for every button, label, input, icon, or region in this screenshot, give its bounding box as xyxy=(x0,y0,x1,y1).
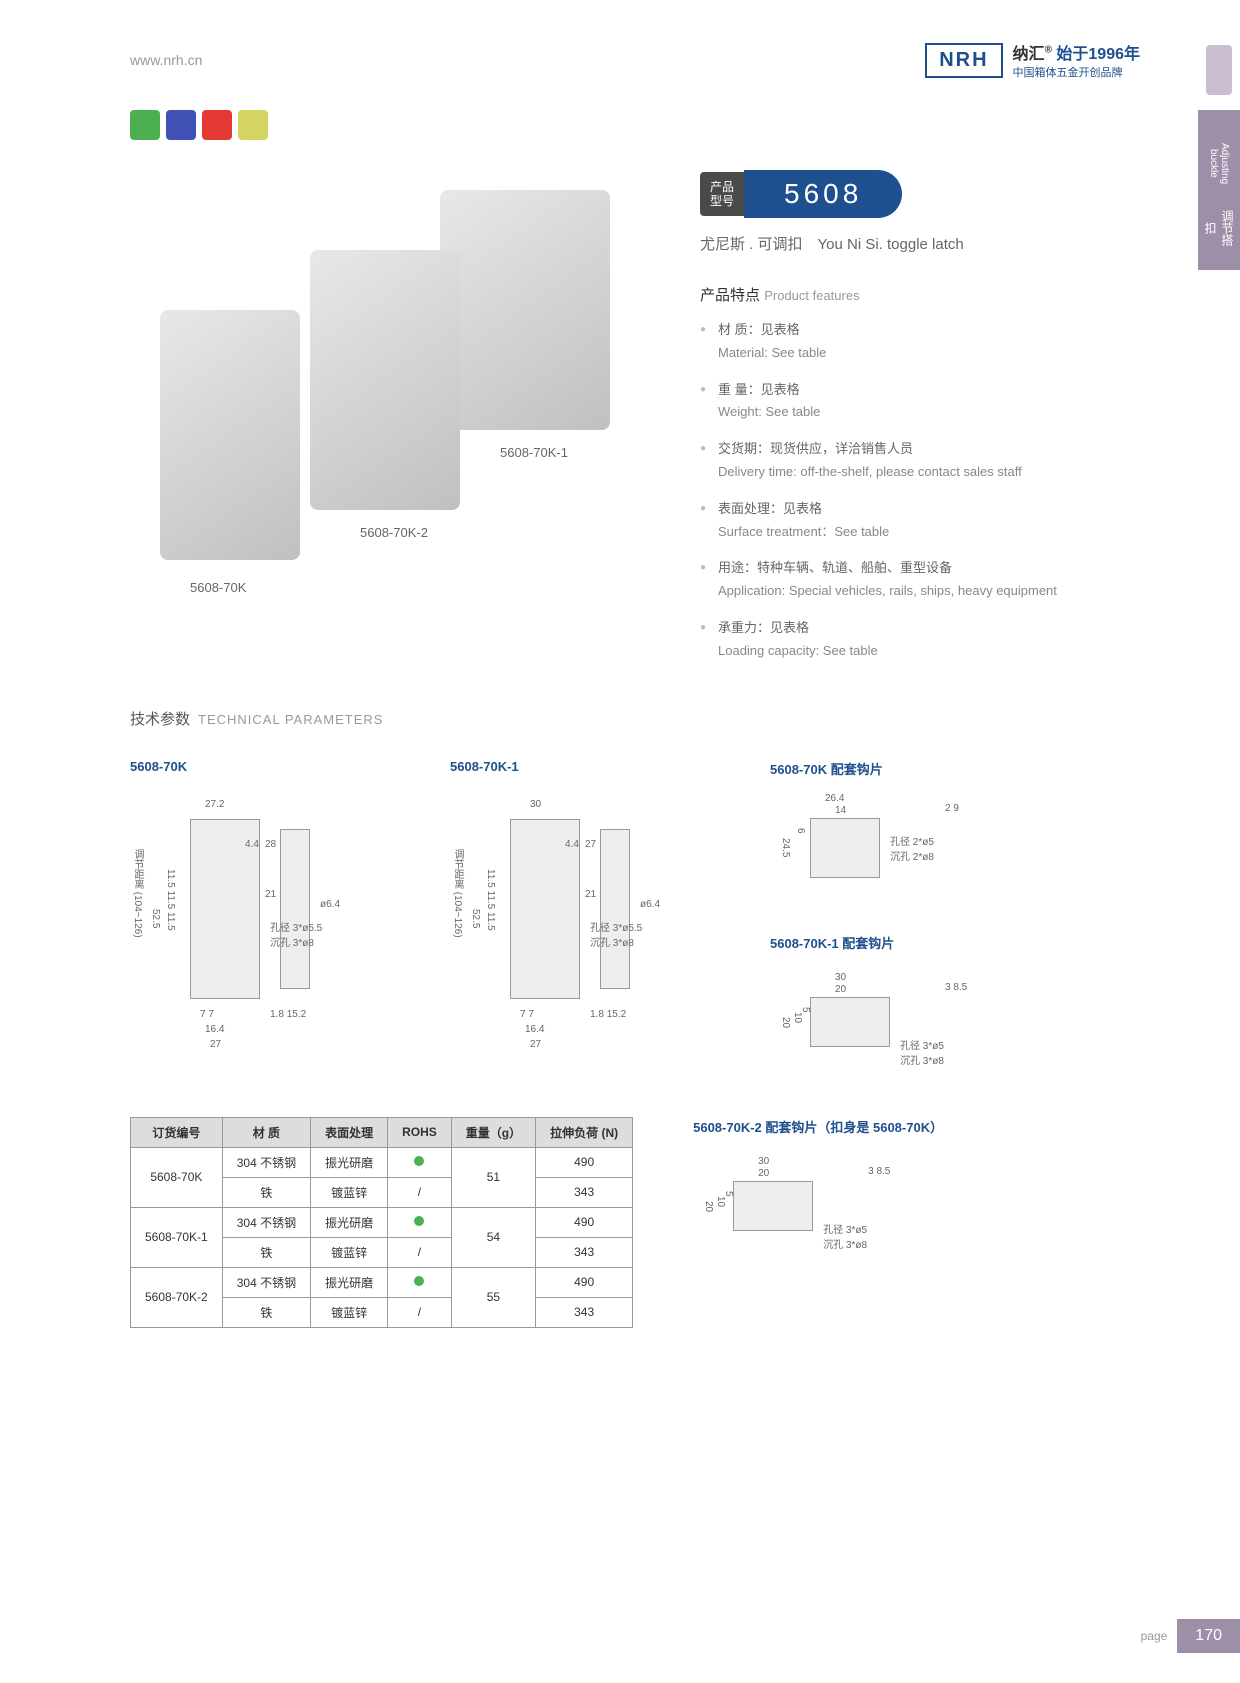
table-header: 表面处理 xyxy=(311,1117,388,1147)
page-number: 170 xyxy=(1177,1619,1240,1653)
table-header: 拉伸负荷 (N) xyxy=(536,1117,633,1147)
diagram: 5608-70K-2 配套钩片（扣身是 5608-70K） 30 20 20 1… xyxy=(693,1117,943,1328)
table-header: ROHS xyxy=(388,1117,452,1147)
badge-icon xyxy=(238,110,268,140)
feature-item: 重 量：见表格Weight: See table xyxy=(700,380,1140,424)
feature-item: 交货期：现货供应，详洽销售人员Delivery time: off-the-sh… xyxy=(700,439,1140,483)
diagram: 5608-70K-1 30 4.4 27 21 52.5 11.5 11.5 1… xyxy=(450,759,690,1087)
table-row: 5608-70K304 不锈钢振光研磨51490 xyxy=(131,1147,633,1177)
badge-icon xyxy=(202,110,232,140)
website-url: www.nrh.cn xyxy=(130,52,202,68)
features-list: 材 质：见表格Material: See table 重 量：见表格Weight:… xyxy=(700,320,1140,662)
category-tab: Adjusting buckle 调节搭扣 xyxy=(1198,110,1240,270)
model-number: 5608 xyxy=(744,170,902,218)
model-subtitle: 尤尼斯 . 可调扣 You Ni Si. toggle latch xyxy=(700,233,1140,254)
feature-item: 用途：特种车辆、轨道、船舶、重型设备Application: Special v… xyxy=(700,558,1140,602)
nrh-logo: NRH xyxy=(925,43,1002,78)
latch-icon xyxy=(1206,45,1232,95)
product-images: 5608-70K 5608-70K-2 5608-70K-1 xyxy=(130,170,660,678)
spec-table: 订货编号材 质表面处理ROHS重量（g）拉伸负荷 (N) 5608-70K304… xyxy=(130,1117,633,1328)
diagram: 5608-70K 配套钩片 26.4 14 24.5 6 孔径 2*ø5 沉孔 … xyxy=(770,759,990,913)
diagram: 5608-70K-1 配套钩片 30 20 20 10 5 孔径 3*ø5 沉孔… xyxy=(770,933,990,1087)
brand-name: 纳汇® 始于1996年 xyxy=(1013,40,1140,64)
table-header: 材 质 xyxy=(222,1117,310,1147)
page-label: page xyxy=(1141,1629,1168,1643)
feature-item: 材 质：见表格Material: See table xyxy=(700,320,1140,364)
badge-icon xyxy=(130,110,160,140)
table-row: 5608-70K-1304 不锈钢振光研磨54490 xyxy=(131,1207,633,1237)
tech-title: 技术参数TECHNICAL PARAMETERS xyxy=(130,708,1140,729)
table-row: 5608-70K-2304 不锈钢振光研磨55490 xyxy=(131,1267,633,1297)
features-title: 产品特点 Product features xyxy=(700,284,1140,305)
badge-icon xyxy=(166,110,196,140)
product-label: 5608-70K-2 xyxy=(360,525,428,540)
product-image xyxy=(160,310,300,560)
product-image xyxy=(440,190,610,430)
logo-area: NRH 纳汇® 始于1996年 中国箱体五金开创品牌 xyxy=(925,40,1140,80)
brand-tagline: 中国箱体五金开创品牌 xyxy=(1013,64,1140,80)
product-label: 5608-70K-1 xyxy=(500,445,568,460)
table-header: 重量（g） xyxy=(451,1117,535,1147)
model-badge: 产品型号 5608 xyxy=(700,170,1140,218)
badge-row xyxy=(0,110,1240,140)
table-header: 订货编号 xyxy=(131,1117,223,1147)
feature-item: 承重力：见表格Loading capacity: See table xyxy=(700,618,1140,662)
product-image xyxy=(310,250,460,510)
feature-item: 表面处理：见表格Surface treatment：See table xyxy=(700,499,1140,543)
diagram: 5608-70K 27.2 4.4 28 21 52.5 11.5 11.5 1… xyxy=(130,759,370,1087)
model-label: 产品型号 xyxy=(700,172,744,217)
product-label: 5608-70K xyxy=(190,580,246,595)
